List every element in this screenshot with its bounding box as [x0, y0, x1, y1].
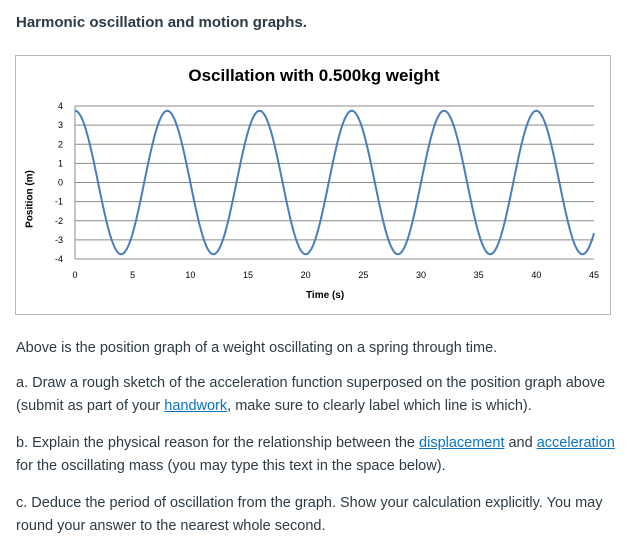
x-tick-label: 30 — [416, 270, 426, 280]
displacement-link[interactable]: displacement — [419, 435, 505, 451]
y-tick-label: -4 — [55, 254, 63, 264]
x-axis-label: Time (s) — [306, 290, 345, 301]
question-a: a. Draw a rough sketch of the accelerati… — [16, 372, 616, 418]
position-chart: 4 3 2 1 0 -1 -2 -3 -4 0 5 10 15 20 25 30 35 40 45 Oscillat… — [15, 55, 611, 315]
x-tick-label: 5 — [130, 270, 135, 280]
y-tick-label: 1 — [58, 158, 63, 168]
intro-text: Above is the position graph of a weight … — [16, 340, 498, 356]
handwork-link[interactable]: handwork — [164, 398, 228, 414]
x-tick-label: 15 — [243, 270, 253, 280]
page-title: Harmonic oscillation and motion graphs. — [16, 14, 307, 31]
x-tick-label: 10 — [185, 270, 195, 280]
x-tick-label: 40 — [531, 270, 541, 280]
position-series-line — [74, 109, 595, 256]
x-tick-label: 20 — [301, 270, 311, 280]
question-c: c. Deduce the period of oscillation from… — [16, 495, 603, 534]
y-tick-label: 2 — [58, 139, 63, 149]
y-tick-label: -1 — [55, 197, 63, 207]
y-tick-label: -3 — [55, 235, 63, 245]
question-b: b. Explain the physical reason for the r… — [16, 432, 616, 478]
question-a-text-2: , make sure to clearly label which line … — [227, 398, 532, 414]
question-b-text-3: for the oscillating mass (you may type t… — [16, 458, 446, 474]
y-tick-label: 0 — [58, 178, 63, 188]
y-axis-label: Position (m) — [24, 170, 36, 228]
question-b-text-1: b. Explain the physical reason for the r… — [16, 435, 420, 451]
x-tick-label: 45 — [589, 270, 599, 280]
y-tick-label: -2 — [55, 216, 63, 226]
x-tick-label: 25 — [358, 270, 368, 280]
acceleration-link[interactable]: acceleration — [536, 435, 615, 451]
question-a-text-1: a. Draw a rough sketch of the accelerati… — [16, 375, 606, 414]
x-tick-label: 35 — [474, 270, 484, 280]
y-tick-label: 3 — [58, 120, 63, 130]
x-tick-label: 0 — [72, 270, 77, 280]
y-tick-label: 4 — [58, 101, 63, 111]
question-b-text-2: and — [504, 435, 537, 451]
chart-title: Oscillation with 0.500kg weight — [188, 66, 440, 85]
